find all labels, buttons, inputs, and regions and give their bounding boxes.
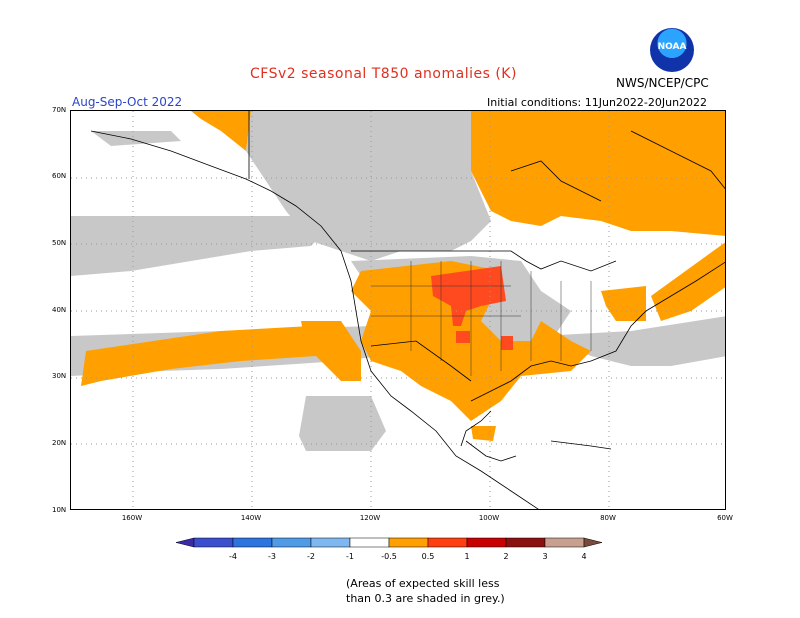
legend-swatch (349, 537, 390, 548)
skill-note-line: (Areas of expected skill less (346, 577, 500, 590)
hot-anomaly-regions (431, 266, 513, 350)
legend-tick-label: -4 (229, 552, 237, 561)
legend-tick-label: 0.5 (422, 552, 435, 561)
legend-swatch (310, 537, 351, 548)
noaa-logo: NOAA (650, 28, 694, 72)
skill-note-line: than 0.3 are shaded in grey.) (346, 592, 505, 605)
initial-conditions-label: Initial conditions: 11Jun2022-20Jun2022 (487, 96, 708, 109)
legend-tick-label: 3 (542, 552, 547, 561)
legend-tick-label: -3 (268, 552, 276, 561)
legend-swatch (544, 537, 585, 548)
color-legend: -4 -3 -2 -1 -0.5 0.5 1 2 3 4 (175, 537, 626, 567)
lat-label: 20N (52, 439, 67, 447)
legend-swatch (388, 537, 429, 548)
season-label: Aug-Sep-Oct 2022 (72, 95, 183, 109)
legend-swatch (271, 537, 312, 548)
map-canvas (71, 111, 725, 509)
anomaly-map (70, 110, 726, 510)
legend-tick-label: 1 (464, 552, 469, 561)
legend-tick-label: 4 (581, 552, 586, 561)
lat-label: 50N (52, 239, 67, 247)
legend-tick-label: -2 (307, 552, 315, 561)
map-title: CFSv2 seasonal T850 anomalies (K) (250, 66, 517, 82)
lon-label: 100W (478, 514, 500, 522)
lon-label: 120W (359, 514, 381, 522)
state-borders (371, 261, 592, 376)
lon-label: 160W (121, 514, 143, 522)
lon-label: 140W (240, 514, 262, 522)
legend-swatch (466, 537, 507, 548)
graticule (71, 111, 725, 509)
legend-tick-label: -1 (346, 552, 354, 561)
legend-arrow-left (175, 537, 195, 548)
legend-swatch (193, 537, 234, 548)
organization-label: NWS/NCEP/CPC (616, 76, 709, 90)
lat-label: 70N (52, 106, 67, 114)
legend-tick-label: 2 (503, 552, 508, 561)
legend-swatch (232, 537, 273, 548)
legend-swatch (505, 537, 546, 548)
legend-tick-label: -0.5 (381, 552, 397, 561)
legend-svg: -4 -3 -2 -1 -0.5 0.5 1 2 3 4 (175, 537, 603, 561)
noaa-logo-text: NOAA (657, 42, 687, 52)
lat-label: 30N (52, 372, 67, 380)
lat-label: 60N (52, 172, 67, 180)
lat-label: 10N (52, 506, 67, 514)
legend-arrow-right (583, 537, 603, 548)
lon-label: 60W (717, 514, 733, 522)
coastlines (90, 111, 725, 509)
legend-swatch (427, 537, 468, 548)
lat-label: 40N (52, 306, 67, 314)
lon-label: 80W (600, 514, 616, 522)
skill-note: (Areas of expected skill less than 0.3 a… (346, 576, 505, 606)
